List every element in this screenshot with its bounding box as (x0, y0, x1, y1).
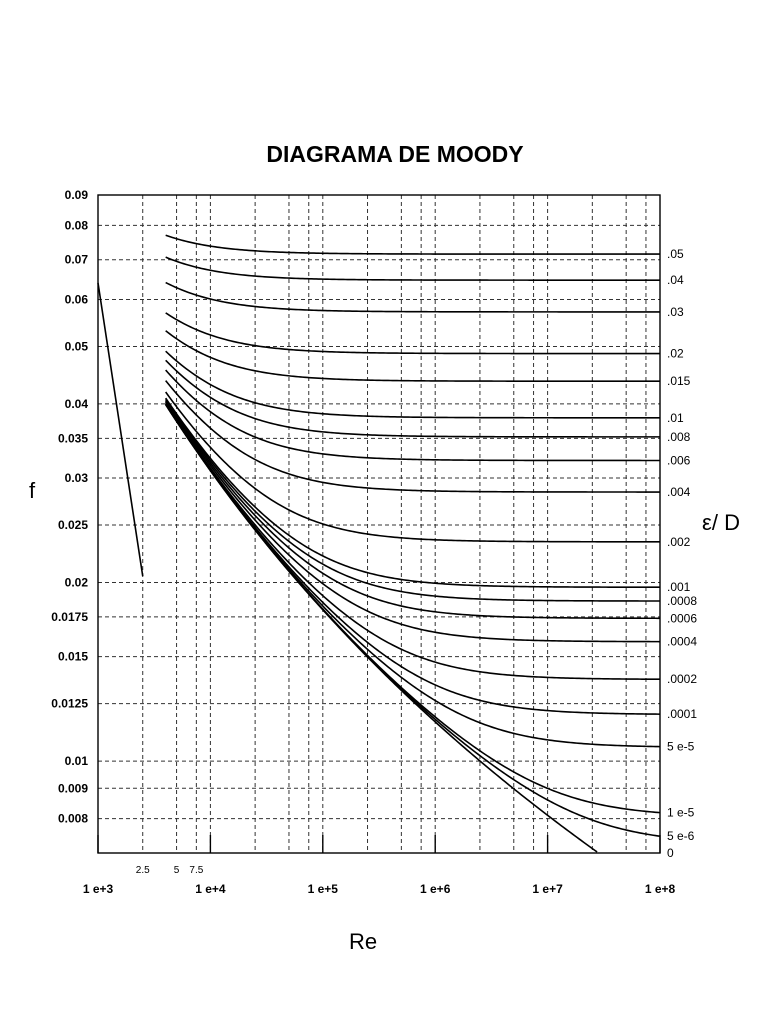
roughness-label: .0008 (667, 594, 697, 608)
x-tick-label: 1 e+3 (83, 882, 114, 896)
y-tick-label: 0.0175 (51, 610, 88, 624)
roughness-label: .01 (667, 411, 684, 425)
x-tick-label: 1 e+8 (645, 882, 676, 896)
roughness-label: .0001 (667, 707, 697, 721)
y-axis-label: f (29, 478, 36, 503)
x-minor-tick-label: 7.5 (189, 865, 203, 876)
y-tick-label: 0.009 (58, 781, 88, 795)
y-tick-label: 0.05 (65, 339, 89, 353)
x-tick-label: 1 e+7 (532, 882, 563, 896)
roughness-curve (165, 312, 660, 355)
roughness-curve (165, 330, 660, 382)
y-tick-label: 0.015 (58, 650, 88, 664)
roughness-curve (164, 402, 661, 681)
x-minor-tick-label: 5 (174, 865, 180, 876)
roughness-label: .02 (667, 347, 684, 361)
roughness-curve (165, 400, 660, 620)
roughness-labels: .05 .04 .03 .02 .015 .01 .008 .006 .004 .002 .001.… (667, 247, 697, 860)
roughness-curve (164, 403, 661, 748)
roughness-curve (165, 369, 660, 462)
roughness-label: .015 (667, 374, 691, 388)
roughness-label: .05 (667, 247, 684, 261)
friction-curves (97, 234, 661, 853)
roughness-label: .0006 (667, 611, 697, 625)
roughness-label: .001 (667, 580, 691, 594)
roughness-curve (165, 391, 660, 543)
roughness-label: .002 (667, 535, 691, 549)
roughness-curve (165, 380, 660, 493)
y-tick-label: 0.0125 (51, 697, 88, 711)
roughness-curve (164, 404, 598, 853)
roughness-curve (165, 350, 660, 419)
y-tick-label: 0.09 (65, 188, 89, 202)
y-tick-label: 0.008 (58, 812, 88, 826)
x-minor-tick-label: 2.5 (136, 865, 150, 876)
x-tick-label: 1 e+4 (195, 882, 226, 896)
roughness-label: .03 (667, 305, 684, 319)
roughness-curve (165, 398, 660, 602)
x-tick-label: 1 e+5 (308, 882, 339, 896)
roughness-label: .04 (667, 273, 684, 287)
y-tick-label: 0.07 (65, 253, 89, 267)
roughness-label: .006 (667, 453, 691, 467)
roughness-label: .008 (667, 430, 691, 444)
x-tick-labels: 1 e+3 1 e+4 1 e+5 1 e+6 1 e+7 1 e+8 2.5 5 7.5 (83, 835, 676, 896)
roughness-label: 5 e-6 (667, 829, 695, 843)
y-tick-label: 0.03 (65, 471, 89, 485)
roughness-label: .004 (667, 485, 691, 499)
x-tick-label: 1 e+6 (420, 882, 451, 896)
roughness-curve (165, 281, 660, 313)
y-tick-label: 0.04 (65, 397, 89, 411)
roughness-curve (165, 359, 660, 438)
roughness-curve (165, 234, 660, 255)
laminar-flow-line (97, 282, 144, 577)
y-tick-label: 0.025 (58, 518, 88, 532)
chart-title: DIAGRAMA DE MOODY (266, 141, 523, 167)
roughness-label: 0 (667, 846, 674, 860)
roughness-label: 1 e-5 (667, 806, 695, 820)
roughness-label: .0002 (667, 672, 697, 686)
roughness-curve (165, 397, 661, 589)
grid-lines (97, 194, 661, 853)
y-tick-label: 0.02 (65, 576, 89, 590)
roughness-curve (165, 256, 660, 281)
y-tick-labels: 0.09 0.08 0.07 0.06 0.05 0.04 0.035 0.03 0.025 0.… (51, 188, 88, 826)
roughness-curve (165, 401, 661, 643)
roughness-label: .0004 (667, 635, 697, 649)
y-tick-label: 0.06 (65, 292, 89, 306)
roughness-label: 5 e-5 (667, 740, 695, 754)
y-tick-label: 0.01 (65, 754, 89, 768)
y-tick-label: 0.035 (58, 431, 88, 445)
roughness-curve (164, 404, 661, 838)
plot-frame (97, 194, 661, 854)
right-axis-label: ε/ D (702, 510, 740, 535)
x-axis-label: Re (349, 929, 377, 954)
y-tick-label: 0.08 (65, 218, 89, 232)
